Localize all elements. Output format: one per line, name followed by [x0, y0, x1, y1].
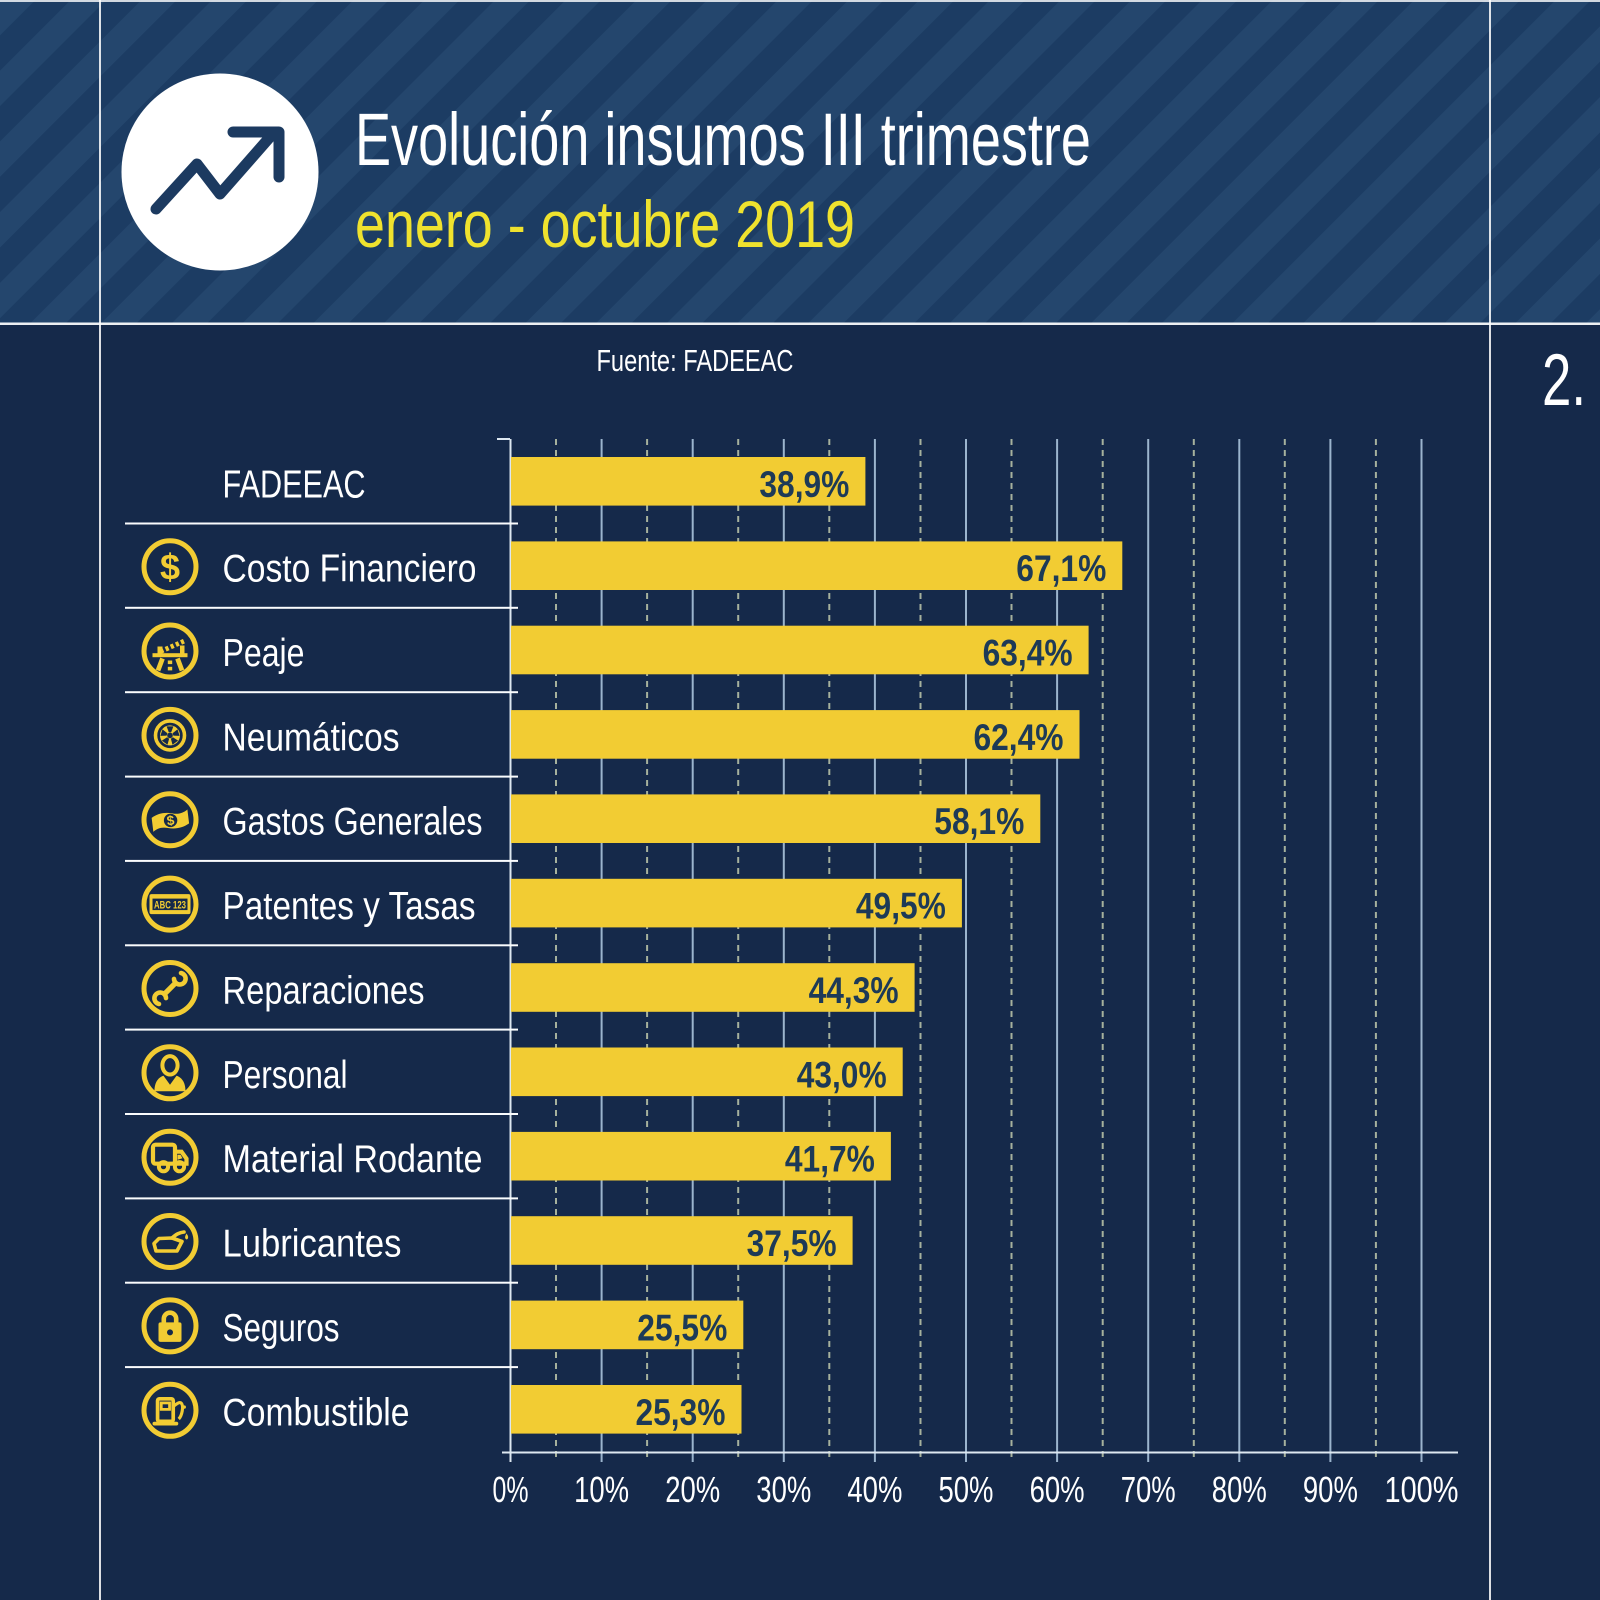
svg-text:Peaje: Peaje: [223, 632, 305, 675]
svg-text:30%: 30%: [756, 1469, 811, 1510]
svg-text:90%: 90%: [1303, 1469, 1358, 1510]
svg-text:60%: 60%: [1030, 1469, 1085, 1510]
svg-text:70%: 70%: [1121, 1469, 1176, 1510]
svg-text:38,9%: 38,9%: [759, 464, 849, 505]
svg-text:Neumáticos: Neumáticos: [223, 716, 400, 759]
svg-text:Fuente: FADEEAC: Fuente: FADEEAC: [597, 343, 794, 378]
svg-text:Evolución insumos III trimestr: Evolución insumos III trimestre: [355, 98, 1091, 181]
svg-text:37,5%: 37,5%: [747, 1223, 837, 1264]
svg-text:Combustible: Combustible: [223, 1391, 410, 1434]
svg-text:Seguros: Seguros: [223, 1307, 340, 1350]
svg-text:100%: 100%: [1385, 1469, 1459, 1510]
svg-text:2.: 2.: [1542, 340, 1586, 421]
svg-text:Costo Financiero: Costo Financiero: [223, 548, 477, 591]
svg-text:FADEEAC: FADEEAC: [223, 463, 366, 506]
svg-text:44,3%: 44,3%: [809, 970, 899, 1011]
svg-text:63,4%: 63,4%: [983, 633, 1073, 674]
svg-text:62,4%: 62,4%: [974, 717, 1064, 758]
svg-text:40%: 40%: [847, 1469, 902, 1510]
svg-text:Reparaciones: Reparaciones: [223, 970, 425, 1013]
svg-text:Gastos Generales: Gastos Generales: [223, 801, 483, 844]
svg-text:20%: 20%: [665, 1469, 720, 1510]
svg-text:Lubricantes: Lubricantes: [223, 1223, 402, 1266]
svg-text:80%: 80%: [1212, 1469, 1267, 1510]
svg-text:$: $: [166, 813, 176, 829]
svg-text:25,3%: 25,3%: [636, 1392, 726, 1433]
svg-text:41,7%: 41,7%: [785, 1139, 875, 1180]
svg-text:enero - octubre 2019: enero - octubre 2019: [355, 187, 855, 261]
svg-text:Patentes y Tasas: Patentes y Tasas: [223, 885, 476, 928]
svg-text:0%: 0%: [493, 1469, 529, 1510]
svg-text:67,1%: 67,1%: [1016, 548, 1106, 589]
svg-text:50%: 50%: [939, 1469, 994, 1510]
svg-text:43,0%: 43,0%: [797, 1054, 887, 1095]
svg-text:ABC 123: ABC 123: [154, 899, 186, 911]
svg-text:25,5%: 25,5%: [637, 1307, 727, 1348]
svg-text:49,5%: 49,5%: [856, 886, 946, 927]
svg-text:10%: 10%: [574, 1469, 629, 1510]
svg-text:Material Rodante: Material Rodante: [223, 1138, 483, 1181]
svg-text:Personal: Personal: [223, 1054, 348, 1097]
svg-text:$: $: [160, 547, 180, 588]
svg-text:58,1%: 58,1%: [934, 801, 1024, 842]
